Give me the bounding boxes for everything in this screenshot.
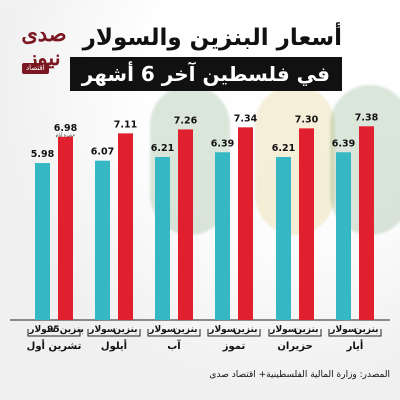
series-label: سولار	[148, 325, 176, 335]
series-label: سولار	[269, 325, 297, 335]
category-bracket	[147, 329, 201, 337]
category-bracket	[328, 329, 382, 337]
source-note: المصدر: وزارة المالية الفلسطينية+ اقتصاد…	[209, 370, 390, 380]
data-label: 7.30	[295, 114, 319, 125]
bar-benzine	[359, 126, 374, 321]
category-label: حزيران	[277, 341, 312, 352]
series-label: سولار	[329, 325, 357, 335]
bar-solar	[35, 163, 50, 320]
data-label: 6.21	[151, 143, 174, 154]
bar-benzine	[118, 133, 133, 320]
category-label: تشرين أول	[27, 339, 82, 352]
bar-benzine	[58, 136, 73, 320]
data-label: 6.39	[211, 138, 234, 149]
data-label: 7.11	[114, 119, 137, 130]
bar-benzine	[238, 127, 253, 320]
category-label: أيلول	[101, 339, 127, 352]
bar-solar	[336, 152, 351, 320]
category-bracket	[27, 329, 81, 337]
bar-solar	[276, 156, 291, 320]
series-label: سولار	[28, 325, 56, 335]
annotation-note: عشرة أيام	[56, 131, 76, 138]
series-label: بنزين	[113, 325, 137, 335]
chart-title: أسعار البنزين والسولار	[82, 25, 342, 51]
bar-solar	[155, 156, 170, 320]
pump-nozzle-decoration	[255, 85, 335, 235]
data-label: 6.21	[272, 143, 295, 154]
category-bracket	[87, 329, 141, 337]
bar-solar	[95, 160, 110, 320]
series-label: بنزين	[294, 325, 318, 335]
bar-benzine	[299, 128, 314, 320]
category-bracket	[207, 329, 261, 337]
data-label: 7.26	[174, 115, 198, 126]
category-label: آب	[167, 339, 181, 352]
series-label: سولار	[208, 325, 236, 335]
data-label: 6.98	[54, 123, 78, 134]
series-label: بنزين	[173, 325, 197, 335]
series-label: سولار	[88, 325, 116, 335]
data-label: 6.07	[91, 147, 114, 158]
bar-benzine	[178, 129, 193, 320]
category-label: تموز	[222, 341, 246, 352]
data-label: 6.39	[332, 138, 355, 149]
series-label: بنزين	[354, 325, 378, 335]
category-label: أيار	[346, 339, 364, 352]
category-bracket	[268, 329, 322, 337]
bar-solar	[215, 152, 230, 320]
data-label: 5.98	[31, 149, 55, 160]
chart-subtitle: في فلسطين آخر 6 أشهر	[69, 57, 342, 91]
data-label: 7.34	[234, 113, 258, 124]
series-label: بنزين95	[47, 325, 84, 335]
data-label: 7.38	[355, 112, 379, 123]
logo-subtitle: اقتصاد	[22, 63, 49, 74]
logo: صدى نيوز	[21, 21, 67, 70]
series-label: بنزين	[233, 325, 257, 335]
